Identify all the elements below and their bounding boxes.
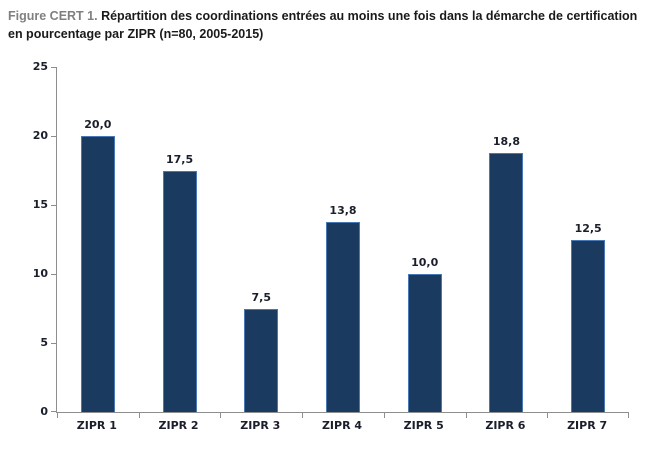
bar-value-label: 18,8: [492, 134, 520, 148]
bar-zipr-6: [489, 152, 524, 412]
y-axis-tick-label: 25: [32, 60, 48, 73]
bar-value-label: 7,5: [251, 290, 272, 304]
x-axis-category-label: ZIPR 4: [321, 419, 363, 432]
y-axis-tick: [51, 205, 57, 206]
plot-area: 20,0 17,5 7,5 13,8 10,0 18,8 12,5: [51, 67, 629, 418]
y-axis-tick-label: 20: [32, 129, 48, 142]
y-axis-tick-label: 10: [32, 267, 48, 280]
x-axis-category-label: ZIPR 6: [485, 419, 526, 432]
bar-value-label: 17,5: [165, 152, 194, 166]
y-axis-tick: [51, 343, 57, 344]
x-axis-category-label: ZIPR 2: [158, 419, 199, 432]
y-axis-tick-label: 5: [40, 336, 48, 349]
bar-value-label: 20,0: [84, 118, 112, 131]
x-axis-category-label: ZIPR 3: [240, 419, 281, 432]
y-axis-tick: [51, 136, 57, 137]
x-axis-category-label: ZIPR 1: [76, 419, 117, 432]
bar-zipr-7: [571, 239, 606, 412]
y-axis-tick: [51, 274, 57, 275]
bar-zipr-4: [326, 221, 360, 412]
x-axis-tick: [138, 413, 140, 418]
x-axis-tick: [220, 413, 222, 418]
figure-title: Figure CERT 1. Répartition des coordinat…: [8, 8, 640, 43]
figure-title-text: Répartition des coordinations entrées au…: [8, 9, 638, 41]
x-axis-tick: [57, 413, 58, 418]
figure-title-prefix: Figure CERT 1.: [8, 9, 98, 23]
x-axis-category-label: ZIPR 7: [567, 419, 608, 432]
x-axis-tick: [302, 413, 304, 418]
x-axis-category-label: ZIPR 5: [403, 419, 444, 432]
bar-zipr-2: [162, 170, 197, 412]
bar-value-label: 10,0: [411, 256, 439, 269]
bar-zipr-1: [80, 136, 115, 412]
x-axis-tick: [383, 413, 385, 418]
y-axis-tick: [51, 67, 57, 68]
x-axis-tick: [547, 413, 549, 418]
bar-zipr-3: [244, 308, 279, 412]
bar-value-label: 13,8: [329, 203, 357, 217]
y-axis-tick-label: 0: [40, 405, 48, 418]
y-axis-tick-label: 15: [32, 198, 48, 211]
bar-value-label: 12,5: [574, 221, 602, 235]
bar-zipr-5: [407, 274, 442, 412]
x-axis-tick: [628, 413, 629, 418]
y-axis-tick: [51, 411, 57, 412]
x-axis-tick: [465, 413, 467, 418]
